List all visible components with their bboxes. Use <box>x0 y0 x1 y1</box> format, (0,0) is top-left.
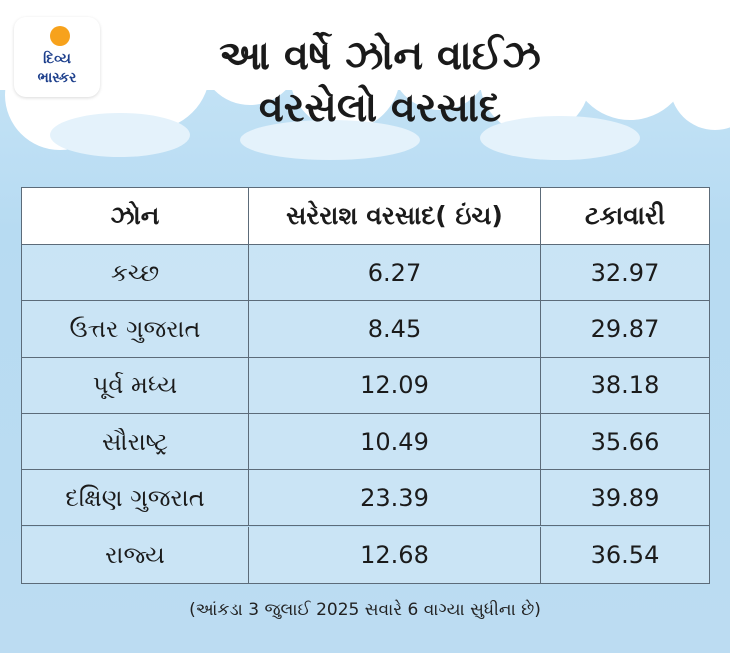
percentage-cell: 35.66 <box>541 414 709 471</box>
logo-line-2: ભાસ્કર <box>37 70 77 86</box>
table-row: રાજ્ય 12.68 36.54 <box>22 526 709 583</box>
column-header: સરેરાશ વરસાદ( ઇંચ) <box>249 188 541 245</box>
zone-cell: કચ્છ <box>22 245 249 302</box>
title-line-1: આ વર્ષે ઝોન વાઈઝ <box>219 33 541 79</box>
zone-cell: દક્ષિણ ગુજરાત <box>22 470 249 527</box>
title-line-2: વરસેલો વરસાદ <box>258 85 502 131</box>
table-row: પૂર્વ મધ્ય 12.09 38.18 <box>22 357 709 414</box>
zone-cell: રાજ્ય <box>22 526 249 583</box>
percentage-cell: 38.18 <box>541 358 709 414</box>
zone-cell: સૌરાષ્ટ્ર <box>22 413 249 471</box>
rainfall-cell: 8.45 <box>249 301 541 358</box>
table-row: સૌરાષ્ટ્ર 10.49 35.66 <box>22 413 709 471</box>
table-row: ઉત્તર ગુજરાત 8.45 29.87 <box>22 301 709 358</box>
zone-cell: ઉત્તર ગુજરાત <box>22 301 249 358</box>
divya-bhaskar-logo: દિવ્ય ભાસ્કર <box>14 17 100 97</box>
rainfall-cell: 6.27 <box>249 245 541 302</box>
sun-icon <box>50 26 70 46</box>
rainfall-cell: 23.39 <box>249 470 541 527</box>
page-title: આ વર્ષે ઝોન વાઈઝ વરસેલો વરસાદ <box>140 30 620 134</box>
percentage-cell: 36.54 <box>590 540 660 569</box>
percentage-cell: 39.89 <box>541 470 709 527</box>
rainfall-cell: 12.68 <box>249 526 541 583</box>
percentage-cell: 29.87 <box>541 301 709 358</box>
table-row: દક્ષિણ ગુજરાત 23.39 39.89 <box>22 470 709 527</box>
table-row: કચ્છ 6.27 32.97 <box>22 245 709 302</box>
logo-line-1: દિવ્ય <box>43 51 71 67</box>
zone-cell: પૂર્વ મધ્ય <box>22 357 249 414</box>
table-header-row: ઝોન સરેરાશ વરસાદ( ઇંચ) ટકાવારી <box>22 188 709 245</box>
percentage-cell: 32.97 <box>541 245 709 302</box>
footnote: (આંકડા 3 જુલાઈ 2025 સવારે 6 વાગ્યા સુધીન… <box>189 600 541 620</box>
cloud-background <box>0 0 730 160</box>
rainfall-cell: 12.09 <box>249 357 541 414</box>
column-header: ટકાવારી <box>541 188 709 245</box>
rainfall-cell: 10.49 <box>249 413 541 471</box>
rainfall-table: ઝોન સરેરાશ વરસાદ( ઇંચ) ટકાવારી કચ્છ 6.27 32.9… <box>21 187 710 584</box>
column-header: ઝોન <box>22 188 249 245</box>
